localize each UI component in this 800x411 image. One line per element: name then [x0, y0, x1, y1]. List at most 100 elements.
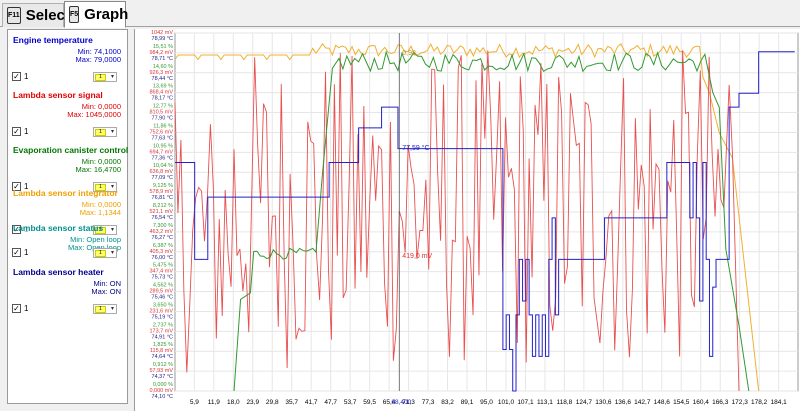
- y-label-red: 0,000 mV: [149, 388, 173, 394]
- signal-max: Max: Open loop: [68, 243, 121, 252]
- signal-list-panel: Engine temperature Min: 74,1000 Max: 79,00…: [7, 29, 128, 404]
- y-label-green: 14,60 %: [153, 64, 173, 70]
- x-tick-label: 35,7: [285, 399, 298, 406]
- x-tick-label: 11,9: [208, 399, 221, 406]
- x-tick-label: 124,7: [576, 399, 593, 406]
- signal-visible-checkbox[interactable]: ✓: [12, 225, 21, 234]
- signal-visible-checkbox[interactable]: ✓: [12, 127, 21, 136]
- y-label-blue: 76,81 °C: [152, 195, 173, 201]
- chevron-down-icon: ▾: [110, 74, 114, 80]
- y-label-red: 636,8 mV: [149, 169, 173, 175]
- chevron-down-icon: ▾: [110, 227, 114, 233]
- signal-entry[interactable]: Evaporation canister control Min: 0,0000 M…: [8, 142, 128, 198]
- y-label-red: 347,4 mV: [149, 269, 173, 275]
- x-tick-label: 65,4: [383, 399, 396, 406]
- signal-channel: 1: [24, 225, 29, 234]
- signal-entry[interactable]: Lambda sensor integrator Min: 0,0000 Max: …: [8, 185, 127, 241]
- y-label-red: 810,5 mV: [149, 110, 173, 116]
- scale-dropdown-value: 1: [95, 306, 106, 313]
- y-label-blue: 74,10 °C: [152, 394, 173, 400]
- tab-graph[interactable]: F5 Graph: [64, 1, 128, 28]
- scale-dropdown-value: 1: [95, 184, 106, 191]
- x-tick-label: 59,5: [363, 399, 376, 406]
- signal-entry[interactable]: Lambda sensor heater Min: ON Max: ON ✓ 1 1 ▾: [8, 264, 127, 320]
- signal-max: Max: 1045,0000: [67, 110, 121, 119]
- scale-dropdown[interactable]: 1 ▾: [93, 127, 117, 137]
- x-tick-label: 142,7: [634, 399, 651, 406]
- y-label-green: 6,387 %: [153, 243, 173, 249]
- x-tick-label: 18,0: [227, 399, 240, 406]
- scale-dropdown[interactable]: 1 ▾: [93, 72, 117, 82]
- y-label-blue: 77,63 °C: [152, 135, 173, 141]
- tab-select[interactable]: F11 Select: [2, 3, 70, 27]
- series-lambda-signal-line: [174, 50, 740, 392]
- y-label-red: 578,9 mV: [149, 189, 173, 195]
- signal-visible-checkbox[interactable]: ✓: [12, 72, 21, 81]
- signal-visible-checkbox[interactable]: ✓: [12, 304, 21, 313]
- chevron-down-icon: ▾: [110, 306, 114, 312]
- x-tick-label: 53,7: [344, 399, 357, 406]
- scale-dropdown[interactable]: 1 ▾: [93, 304, 117, 314]
- series-evap-canister-line: [233, 50, 750, 392]
- chevron-down-icon: ▾: [110, 184, 114, 190]
- y-label-blue: 78,99 °C: [152, 36, 173, 42]
- y-label-green: 0,912 %: [153, 362, 173, 368]
- x-tick-label: 5,9: [190, 399, 199, 406]
- y-label-red: 115,8 mV: [150, 348, 173, 354]
- y-label-blue: 78,17 °C: [152, 96, 173, 102]
- y-label-green: 10,04 %: [153, 163, 173, 169]
- x-tick-label: 118,8: [557, 399, 573, 406]
- y-label-blue: 75,19 °C: [152, 314, 173, 320]
- signal-visible-checkbox[interactable]: ✓: [12, 182, 21, 191]
- x-tick-label: 41,7: [305, 399, 318, 406]
- y-label-green: 2,737 %: [153, 322, 173, 328]
- y-label-green: 12,77 %: [153, 104, 173, 110]
- chevron-down-icon: ▾: [110, 250, 114, 256]
- y-label-blue: 76,00 °C: [152, 255, 173, 261]
- y-label-red: 289,5 mV: [149, 289, 173, 295]
- signal-channel: 1: [24, 248, 29, 257]
- signal-entry[interactable]: Lambda sensor signal Min: 0,0000 Max: 1045…: [8, 87, 127, 143]
- signal-name: Lambda sensor integrator: [13, 188, 118, 198]
- scale-dropdown-value: 1: [95, 227, 106, 234]
- signal-entry[interactable]: Engine temperature Min: 74,1000 Max: 79,00…: [8, 32, 127, 88]
- y-label-blue: 76,54 °C: [152, 215, 173, 221]
- x-tick-label: 130,6: [595, 399, 612, 406]
- x-tick-label: 172,3: [732, 399, 749, 406]
- cursor-lambda-readout: 419,0 mV: [402, 253, 432, 260]
- signal-visible-checkbox[interactable]: ✓: [12, 248, 21, 257]
- y-label-blue: 77,90 °C: [152, 116, 173, 122]
- series-engine-temp-line: [175, 51, 795, 392]
- x-tick-label: 113,1: [537, 399, 553, 406]
- scale-dropdown-value: 1: [95, 129, 106, 136]
- graph-area[interactable]: 1042 mV 78,99 °C 15,51 % 984,2 mV 78,71 °C 14…: [134, 29, 800, 411]
- y-label-red: 694,7 mV: [149, 149, 173, 155]
- y-label-green: 3,650 %: [153, 302, 173, 308]
- signal-max: Max: 79,0000: [75, 55, 121, 64]
- signal-channel: 1: [24, 304, 29, 313]
- signal-max: Max: 1,1344: [79, 208, 121, 217]
- x-tick-label: 89,1: [461, 399, 474, 406]
- signal-channel: 1: [24, 182, 29, 191]
- scale-dropdown[interactable]: 1 ▾: [93, 225, 117, 235]
- scale-dropdown[interactable]: 1 ▾: [93, 182, 117, 192]
- scale-dropdown[interactable]: 1 ▾: [93, 248, 117, 258]
- y-label-green: 10,95 %: [153, 143, 173, 149]
- signal-min: Min: 0,0000: [81, 102, 121, 111]
- y-label-blue: 74,91 °C: [152, 334, 173, 340]
- cursor-x-readout: 68,400: [391, 399, 411, 406]
- y-label-red: 173,7 mV: [149, 328, 173, 334]
- y-label-green: 9,125 %: [153, 183, 173, 189]
- signal-name: Lambda sensor signal: [13, 90, 103, 100]
- y-label-green: 15,51 %: [153, 44, 173, 50]
- x-tick-label: 160,4: [693, 399, 710, 406]
- y-label-red: 405,3 mV: [149, 249, 173, 255]
- signal-channel: 1: [24, 127, 29, 136]
- scale-dropdown-value: 1: [95, 250, 106, 257]
- signal-channel: 1: [24, 72, 29, 81]
- y-label-green: 0,000 %: [153, 382, 173, 388]
- x-tick-label: 95,0: [480, 399, 493, 406]
- y-label-red: 984,2 mV: [149, 50, 173, 56]
